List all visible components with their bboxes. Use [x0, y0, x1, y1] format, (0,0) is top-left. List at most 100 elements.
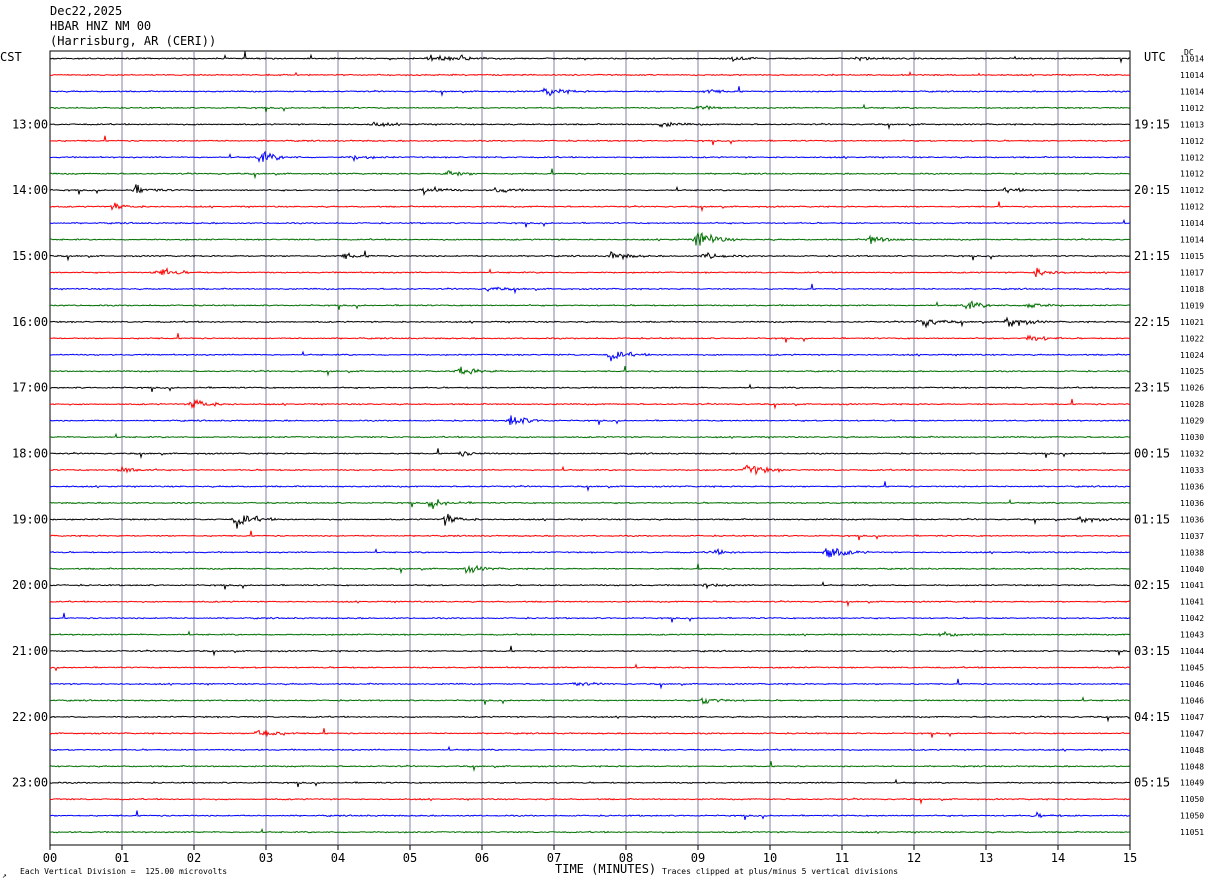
- left-hour-label: 13:00: [12, 117, 48, 131]
- x-tick-label: 03: [259, 851, 273, 865]
- x-tick-label: 04: [331, 851, 345, 865]
- seismic-trace: [49, 121, 1131, 130]
- left-hour-label: 16:00: [12, 315, 48, 329]
- dc-offset-label: 11029: [1180, 417, 1204, 426]
- seismic-trace: [49, 630, 1131, 638]
- dc-offset-label: 11019: [1180, 301, 1204, 310]
- seismic-trace: [50, 383, 1131, 393]
- dc-offset-label: 11012: [1180, 153, 1204, 162]
- trace-group: [49, 51, 1131, 835]
- dc-offset-label: 11028: [1180, 400, 1204, 409]
- seismic-trace: [49, 135, 1131, 146]
- scale-note: Each Vertical Division = 125.00 microvol…: [20, 867, 228, 876]
- dc-offset-label: 11015: [1180, 252, 1204, 261]
- x-tick-label: 01: [115, 851, 129, 865]
- seismic-trace: [50, 481, 1131, 493]
- seismic-trace: [49, 231, 1131, 246]
- seismic-trace: [49, 547, 1131, 558]
- left-hour-label: 19:00: [12, 512, 48, 526]
- seismic-trace: [49, 103, 1131, 113]
- seismic-trace: [49, 581, 1130, 590]
- seismic-trace: [49, 201, 1131, 213]
- dc-offset-label: 11049: [1180, 779, 1204, 788]
- dc-offset-label: 11048: [1180, 762, 1204, 771]
- seismic-trace: [49, 797, 1131, 805]
- dc-offset-label: 11024: [1180, 351, 1204, 360]
- right-hour-label: 19:15: [1134, 117, 1170, 131]
- dc-column-label: DC: [1184, 48, 1194, 57]
- seismic-trace: [50, 464, 1131, 476]
- seismic-trace: [49, 266, 1131, 278]
- dc-offset-label: 11012: [1180, 137, 1204, 146]
- dc-offset-label: 11025: [1180, 367, 1204, 376]
- right-hour-label: 01:15: [1134, 512, 1170, 526]
- seismic-trace: [49, 498, 1131, 510]
- dc-offset-label: 11026: [1180, 384, 1204, 393]
- dc-offset-label: 11013: [1180, 120, 1204, 129]
- seismic-trace: [49, 827, 1131, 835]
- dc-offset-label: 11030: [1180, 433, 1204, 442]
- seismic-trace: [49, 678, 1131, 690]
- seismic-trace: [49, 398, 1131, 410]
- right-timezone-label: UTC: [1144, 50, 1166, 64]
- seismic-trace: [49, 283, 1131, 295]
- seismic-trace: [49, 663, 1131, 672]
- dc-offset-label: 11047: [1180, 729, 1204, 738]
- seismic-trace: [49, 300, 1131, 310]
- dc-offset-label: 11012: [1180, 203, 1204, 212]
- right-hour-label: 20:15: [1134, 183, 1170, 197]
- dc-offset-label: 11047: [1180, 713, 1204, 722]
- dc-offset-label: 11036: [1180, 499, 1204, 508]
- x-tick-label: 09: [691, 851, 705, 865]
- seismic-trace: [49, 415, 1131, 426]
- dc-offset-label: 11014: [1180, 87, 1204, 96]
- dc-offset-label: 11012: [1180, 186, 1204, 195]
- dc-offset-label: 11046: [1180, 696, 1204, 705]
- dc-offset-label: 11051: [1180, 828, 1204, 837]
- dc-offset-label: 11043: [1180, 631, 1204, 640]
- dc-offset-label: 11042: [1180, 614, 1204, 623]
- left-hour-label: 15:00: [12, 249, 48, 263]
- header-location: (Harrisburg, AR (CERI)): [50, 34, 217, 48]
- seismic-trace: [49, 645, 1131, 657]
- seismic-trace: [49, 715, 1131, 723]
- dc-offset-label: 11014: [1180, 219, 1204, 228]
- dc-offset-label: 11050: [1180, 795, 1204, 804]
- header-station: HBAR HNZ NM 00: [50, 19, 152, 33]
- seismic-trace: [49, 432, 1131, 440]
- seismic-trace: [49, 86, 1131, 98]
- seismic-trace: [49, 333, 1131, 343]
- x-tick-label: 08: [619, 851, 633, 865]
- dc-offset-label: 11012: [1180, 104, 1204, 113]
- left-hour-label: 17:00: [12, 381, 48, 395]
- axis-label-group: 00 01 02 03 04 05 06 07 08 09 10 11 12 13 14 15 11014 110…: [2, 55, 1204, 881]
- seismic-trace: [49, 218, 1131, 228]
- x-tick-label: 02: [187, 851, 201, 865]
- dc-offset-label: 11044: [1180, 647, 1204, 656]
- dc-offset-label: 11022: [1180, 334, 1204, 343]
- dc-offset-label: 11018: [1180, 285, 1204, 294]
- seismic-trace: [49, 728, 1131, 738]
- seismic-trace: [50, 150, 1131, 163]
- right-hour-label: 23:15: [1134, 381, 1170, 395]
- dc-offset-label: 11048: [1180, 746, 1204, 755]
- seismic-trace: [49, 778, 1131, 788]
- x-tick-label: 15: [1123, 851, 1137, 865]
- left-hour-label: 21:00: [12, 644, 48, 658]
- dc-offset-label: 11014: [1180, 236, 1204, 245]
- dc-offset-label: 11037: [1180, 532, 1204, 541]
- left-hour-label: 23:00: [12, 776, 48, 790]
- seismic-trace: [49, 70, 1131, 77]
- left-timezone-label: CST: [0, 50, 22, 64]
- x-tick-label: 13: [979, 851, 993, 865]
- right-hour-label: 21:15: [1134, 249, 1170, 263]
- seismic-trace: [49, 513, 1131, 529]
- seismic-trace: [49, 350, 1131, 362]
- dc-offset-label: 11045: [1180, 664, 1204, 673]
- left-hour-label: 20:00: [12, 578, 48, 592]
- dc-offset-label: 11041: [1180, 598, 1204, 607]
- x-tick-label: 00: [43, 851, 57, 865]
- seismic-trace: [49, 696, 1131, 705]
- seismic-trace: [49, 745, 1131, 752]
